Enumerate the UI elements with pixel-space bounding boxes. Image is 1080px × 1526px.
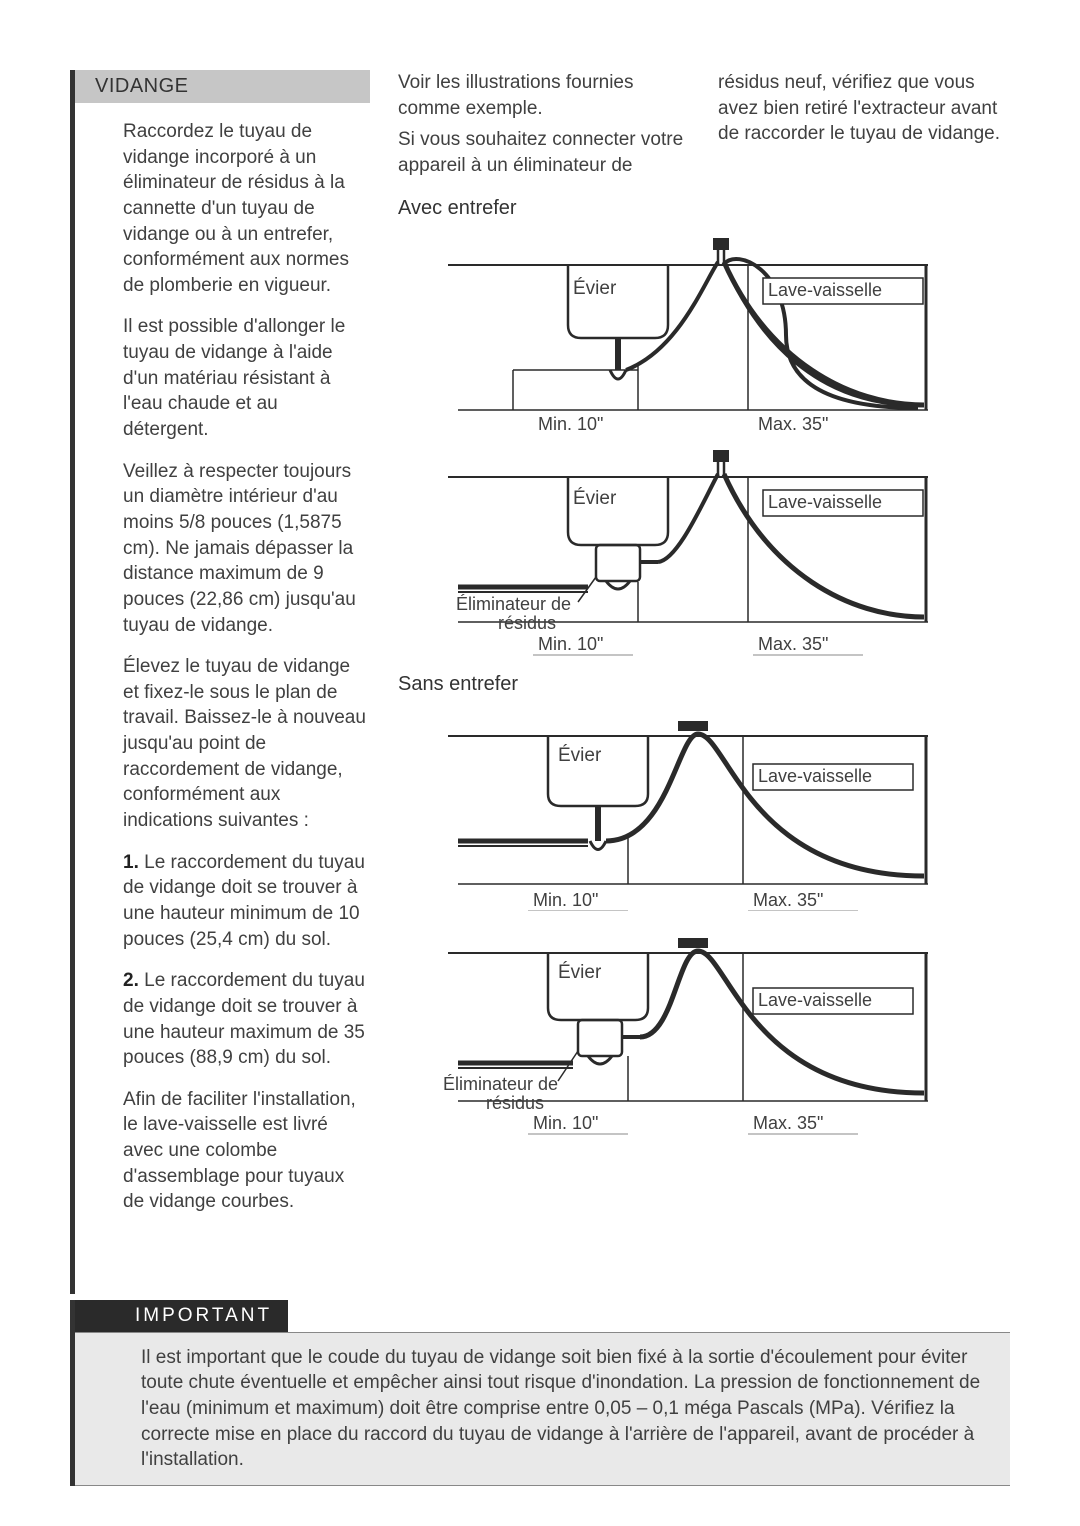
label-elim: Éliminateur de [456,594,571,614]
diagram-svg: Lave-vaisselle Évier Min. 10" Max. 35" [418,706,938,911]
label-min: Min. 10" [533,890,598,910]
paragraph: Afin de faciliter l'installation, le lav… [123,1087,366,1215]
label-lv: Lave-vaisselle [758,766,872,786]
label-residus: résidus [498,613,556,633]
numbered-item-2: 2. Le raccordement du tuyau de vidange d… [123,968,366,1071]
diagram-avec-1: Lave-vaisselle Évier Min. 10" Max. 35" [398,230,1010,430]
section-title: VIDANGE [75,70,370,103]
label-lv: Lave-vaisselle [768,492,882,512]
right-top-col-2: résidus neuf, vérifiez que vous avez bie… [718,70,1010,179]
heading-sans: Sans entrefer [398,671,1010,698]
label-evier: Évier [558,962,602,983]
label-elim: Éliminateur de [443,1074,558,1094]
paragraph: Veillez à respecter toujours un diamètre… [123,459,366,638]
important-section: IMPORTANT Il est important que le coude … [70,1300,1010,1486]
label-max: Max. 35" [758,414,828,430]
diagram-svg: Lave-vaisselle Évier Éliminateur de rési… [418,442,938,657]
label-evier: Évier [573,488,617,509]
right-top-col-1: Voir les illustrations fournies comme ex… [398,70,690,179]
left-column: VIDANGE Raccordez le tuyau de vidange in… [70,70,370,1294]
right-top-row: Voir les illustrations fournies comme ex… [398,70,1010,179]
heading-avec: Avec entrefer [398,195,1010,222]
paragraph: résidus neuf, vérifiez que vous avez bie… [718,70,1010,147]
label-max: Max. 35" [753,1113,823,1133]
diagram-avec-2: Lave-vaisselle Évier Éliminateur de rési… [398,442,1010,657]
paragraph: Voir les illustrations fournies comme ex… [398,70,690,121]
important-title: IMPORTANT [75,1300,288,1332]
label-min: Min. 10" [538,634,603,654]
diagram-svg: Lave-vaisselle Évier Éliminateur de rési… [418,923,938,1138]
item-text: Le raccordement du tuyau de vidange doit… [123,852,365,950]
paragraph: Il est possible d'allonger le tuyau de v… [123,314,366,442]
label-max: Max. 35" [753,890,823,910]
label-min: Min. 10" [533,1113,598,1133]
diagram-sans-1: Lave-vaisselle Évier Min. 10" Max. 35" [398,706,1010,911]
paragraph: Élevez le tuyau de vidange et fixez-le s… [123,654,366,833]
label-max: Max. 35" [758,634,828,654]
important-body: Il est important que le coude du tuyau d… [75,1332,1010,1486]
label-lv: Lave-vaisselle [768,280,882,300]
diagram-svg: Lave-vaisselle Évier Min. 10" Max. 35" [418,230,938,430]
label-min: Min. 10" [538,414,603,430]
numbered-item-1: 1. Le raccordement du tuyau de vidange d… [123,850,366,953]
left-body: Raccordez le tuyau de vidange incorporé … [75,119,370,1215]
right-column: Voir les illustrations fournies comme ex… [398,70,1010,1294]
paragraph: Raccordez le tuyau de vidange incorporé … [123,119,366,298]
label-lv: Lave-vaisselle [758,990,872,1010]
item-text: Le raccordement du tuyau de vidange doit… [123,970,365,1068]
label-residus: résidus [486,1093,544,1113]
label-evier: Évier [558,745,602,766]
item-number: 1. [123,852,139,873]
label-evier: Évier [573,278,617,299]
paragraph: Si vous souhaitez connecter votre appare… [398,127,690,178]
main-columns: VIDANGE Raccordez le tuyau de vidange in… [70,70,1010,1294]
diagram-sans-2: Lave-vaisselle Évier Éliminateur de rési… [398,923,1010,1138]
item-number: 2. [123,970,139,991]
page: VIDANGE Raccordez le tuyau de vidange in… [70,70,1010,1486]
